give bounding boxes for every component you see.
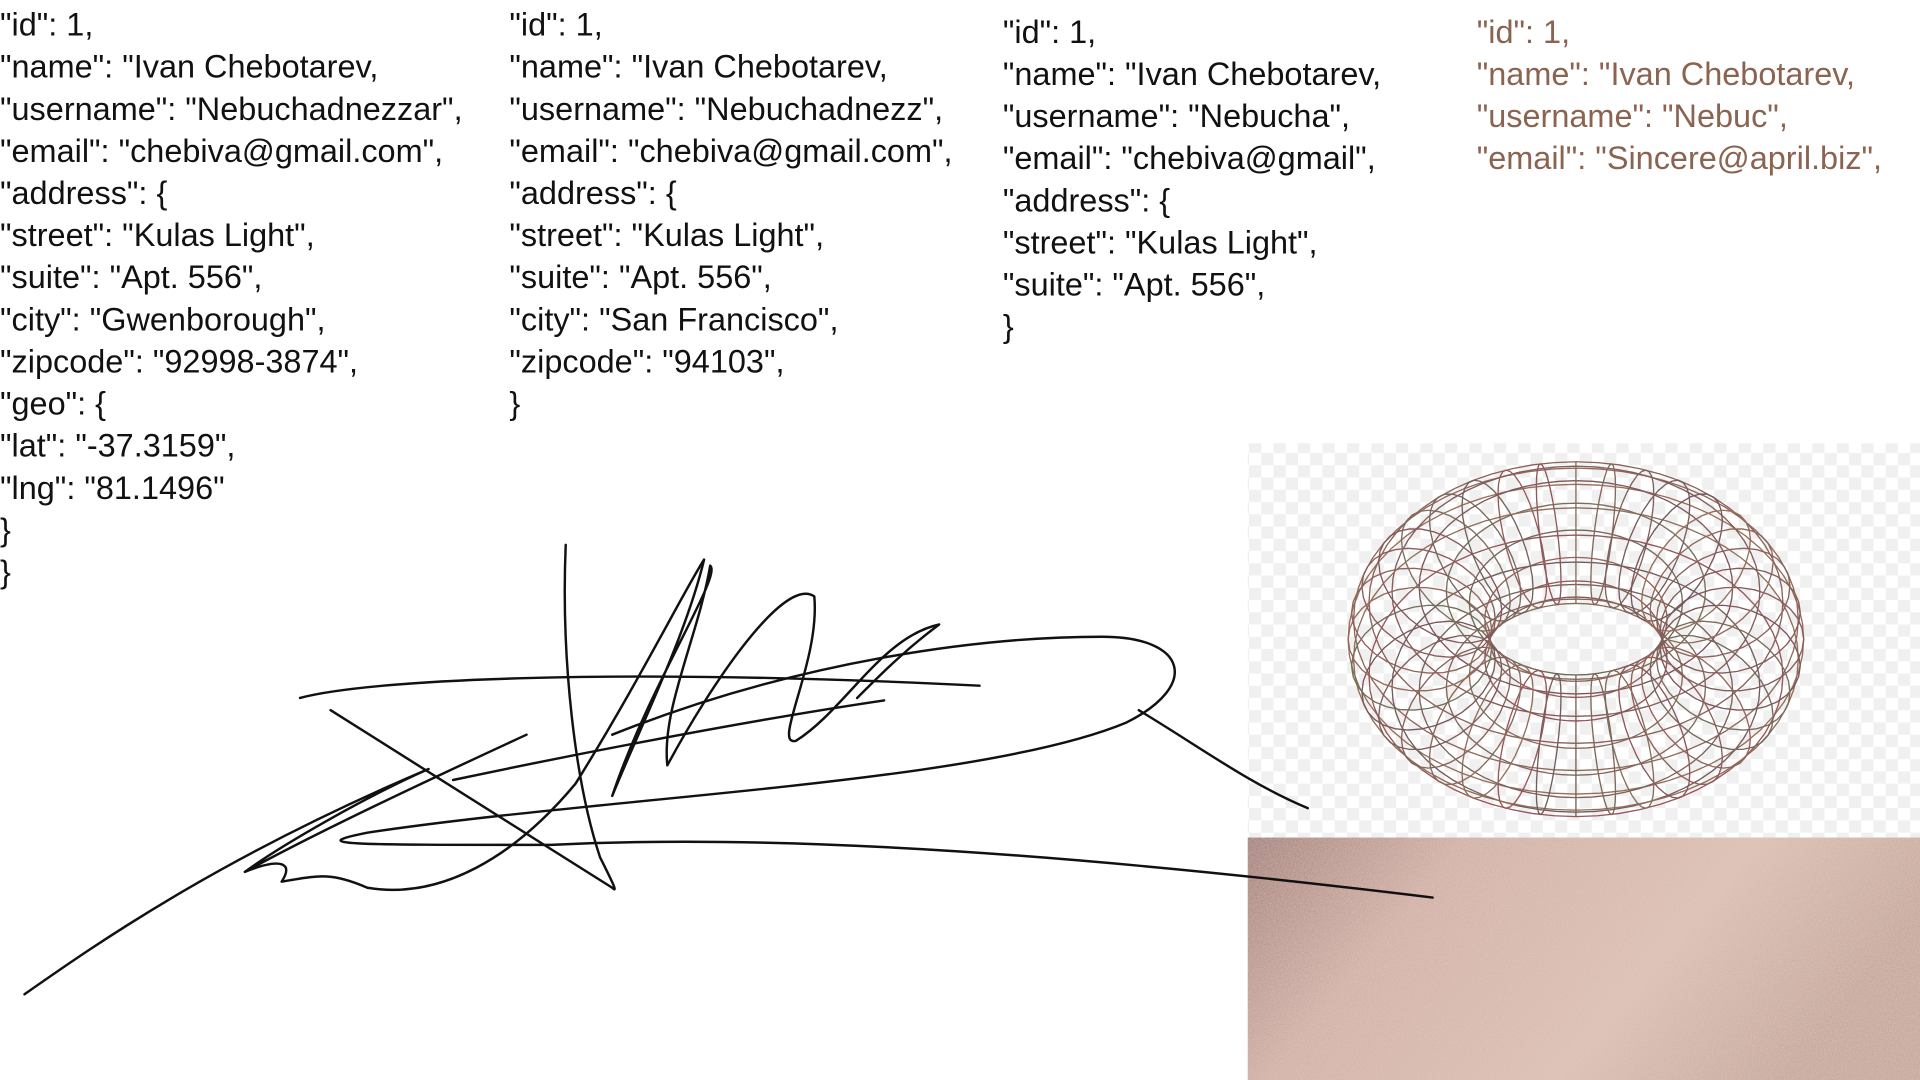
torus-meridian	[1461, 664, 1534, 799]
torus-meridian	[1497, 469, 1548, 609]
json-line: "city": "San Francisco",	[509, 301, 838, 337]
torus-meridian	[1590, 462, 1617, 606]
torus-meridian	[1618, 664, 1691, 799]
json-line: "geo": {	[0, 386, 106, 422]
torus-meridian	[1461, 479, 1534, 615]
torus-meridian	[1350, 604, 1493, 711]
json-text: "id": 1, "name": "Ivan Chebotarev, "userna…	[0, 7, 1882, 591]
json-line: "id": 1,	[0, 7, 93, 43]
torus-image	[1347, 461, 1805, 818]
json-line: }	[1003, 309, 1014, 345]
json-line: "id": 1,	[1003, 14, 1096, 50]
signature	[23, 543, 1434, 996]
torus-meridian	[1649, 528, 1774, 644]
json-line: "address": {	[0, 175, 167, 211]
json-line: "email": "Sincere@april.biz",	[1477, 140, 1882, 176]
json-line: "id": 1,	[509, 7, 602, 43]
torus-meridian	[1497, 669, 1548, 810]
torus-meridian	[1400, 509, 1511, 632]
json-line: "name": "Ivan Chebotarev,	[1477, 56, 1855, 92]
torus-meridian	[1428, 493, 1522, 622]
json-line: "suite": "Apt. 556",	[0, 259, 262, 295]
json-line: }	[509, 386, 520, 422]
torus-meridian	[1630, 493, 1724, 622]
torus-meridian	[1655, 547, 1791, 658]
json-line: "name": "Ivan Chebotarev,	[509, 49, 887, 85]
torus-meridian	[1604, 669, 1655, 810]
torus-meridian	[1377, 528, 1503, 644]
torus-meridian	[1618, 479, 1691, 615]
texture-noise	[1247, 837, 1920, 1080]
torus-meridian	[1649, 634, 1774, 751]
torus-meridian	[1630, 656, 1724, 785]
json-line: "name": "Ivan Chebotarev,	[1003, 56, 1381, 92]
json-line: "street": "Kulas Light",	[0, 217, 315, 253]
json-line: "street": "Kulas Light",	[1003, 224, 1318, 260]
json-line: "lng": "81.1496"	[0, 470, 225, 506]
json-line: "email": "chebiva@gmail.com",	[0, 133, 443, 169]
torus-meridian	[1428, 656, 1522, 785]
torus-meridian	[1604, 469, 1655, 609]
json-line: "name": "Ivan Chebotarev,	[0, 49, 378, 85]
json-line: "id": 1,	[1477, 14, 1570, 50]
json-line: "email": "chebiva@gmail.com",	[509, 133, 952, 169]
torus-meridian	[1659, 604, 1801, 711]
json-line: "address": {	[509, 175, 676, 211]
json-line: "username": "Nebuchadnezz",	[509, 91, 943, 127]
torus-meridian	[1640, 509, 1752, 632]
json-line: "username": "Nebuc",	[1477, 98, 1788, 134]
json-line: "street": "Kulas Light",	[509, 217, 824, 253]
torus-meridian	[1535, 462, 1562, 606]
torus-meridian	[1361, 547, 1497, 658]
torus-meridian	[1400, 646, 1511, 769]
json-line: "suite": "Apt. 556",	[1003, 267, 1265, 303]
torus-meridian	[1535, 672, 1562, 816]
json-line: "username": "Nebuchadnezzar",	[0, 91, 463, 127]
json-line: }	[0, 554, 11, 590]
json-line: "zipcode": "94103",	[509, 343, 784, 379]
json-line: "email": "chebiva@gmail",	[1003, 140, 1376, 176]
json-line: "city": "Gwenborough",	[0, 301, 326, 337]
json-line: "address": {	[1003, 182, 1170, 218]
torus-meridian	[1640, 646, 1752, 769]
torus-meridian	[1350, 567, 1493, 674]
json-line: "suite": "Apt. 556",	[509, 259, 771, 295]
torus-meridian	[1590, 672, 1617, 816]
torus-meridian	[1659, 567, 1801, 674]
json-line: "username": "Nebucha",	[1003, 98, 1350, 134]
json-line: "zipcode": "92998-3874",	[0, 343, 358, 379]
json-line: }	[0, 512, 11, 548]
json-line: "lat": "-37.3159",	[0, 428, 235, 464]
torus-meridian	[1377, 634, 1503, 751]
